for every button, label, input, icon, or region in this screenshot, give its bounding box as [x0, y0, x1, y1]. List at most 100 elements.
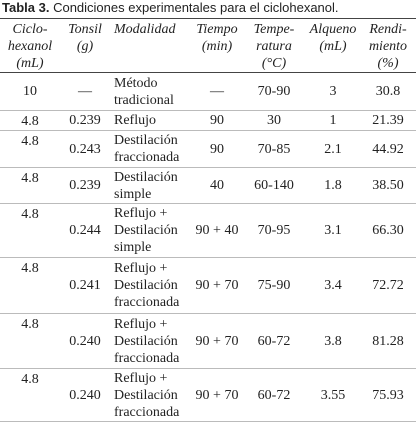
table-cell: 4.8 [0, 257, 60, 314]
cell-line: Ciclo- [12, 22, 48, 37]
table-cell: 3.8 [306, 313, 360, 369]
table-cell: 60-72 [242, 368, 306, 422]
table: Ciclo-hexanol (mL) Tonsil (g) Modalidad Tiemp… [0, 18, 416, 422]
table-cell: 1.8 [306, 167, 360, 204]
table-cell: 90 + 70 [192, 257, 242, 314]
cell-line: (%) [377, 56, 399, 71]
table-cell: 4.8 [0, 313, 60, 369]
caption: Tabla 3. Condiciones experimentales para… [0, 0, 416, 18]
header-cell: Modalidad [110, 18, 192, 73]
cell-line: fraccionada [114, 350, 180, 366]
cell-line: Destilación [114, 223, 178, 238]
table-cell: 4.8 [0, 203, 60, 258]
caption-text: Condiciones experimentales para el ciclo… [53, 0, 339, 15]
table-cell: 40 [192, 167, 242, 204]
table-row: 4.8 0.244 Reflujo + Destilación simple 90 + 4… [0, 203, 416, 258]
cell-line: Destilación [114, 278, 178, 293]
cell-line: Reflujo + [114, 370, 168, 386]
table-cell: 0.239 [60, 110, 110, 131]
table-cell: 4.8 [0, 368, 60, 422]
table-cell: 90 + 40 [192, 203, 242, 258]
caption-label: Tabla 3. [2, 0, 50, 15]
table-cell: 75.93 [360, 368, 416, 422]
table-cell: 70-95 [242, 203, 306, 258]
header-cell: Alqueno (mL) [306, 18, 360, 73]
table-row: 4.8 0.243 Destilación fraccionada 90 70-85 2.1… [0, 130, 416, 168]
cell-line: hexanol [7, 39, 53, 54]
table-cell: 3.55 [306, 368, 360, 422]
table-cell: 10 [0, 72, 60, 111]
table-cell: 60-140 [242, 167, 306, 204]
cell-line: Destilación [114, 133, 178, 148]
table-cell: Reflujo + Destilación fraccionada [110, 313, 192, 369]
cell-line: Reflujo [114, 113, 156, 128]
table-cell: 30.8 [360, 72, 416, 111]
table-cell: 90 + 70 [192, 313, 242, 369]
table-cell: Reflujo + Destilación fraccionada [110, 257, 192, 314]
table-cell: 66.30 [360, 203, 416, 258]
cell-line: (mL) [16, 56, 44, 71]
header-cell: Ciclo-hexanol (mL) [0, 18, 60, 73]
table-cell: 3 [306, 72, 360, 111]
table-row: 10— Método tradicional —70-90 3 30.8 [0, 72, 416, 111]
cell-line: fraccionada [114, 295, 180, 310]
cell-line: (g) [76, 39, 94, 54]
cell-line: Destilación [114, 333, 178, 349]
table-row: 4.8 0.240 Reflujo + Destilación fraccionada 9… [0, 368, 416, 422]
table-cell: — [192, 72, 242, 111]
table-cell: 81.28 [360, 313, 416, 369]
table-cell: Reflujo + Destilación fraccionada [110, 368, 192, 422]
cell-line: fraccionada [114, 150, 180, 165]
cell-line: tradicional [114, 92, 174, 108]
cell-line: Reflujo + [114, 206, 168, 221]
cell-line: miento [368, 39, 408, 54]
cell-line: Destilación [114, 387, 178, 403]
table-cell: 70-85 [242, 130, 306, 168]
header-cell: Tiempo (min) [192, 18, 242, 73]
table-cell: 0.243 [60, 130, 110, 168]
table-cell: 70-90 [242, 72, 306, 111]
header-row: Ciclo-hexanol (mL) Tonsil (g) Modalidad Tiemp… [0, 18, 416, 73]
table-cell: Destilación simple [110, 167, 192, 204]
cell-line: Tempe- [253, 22, 295, 37]
cell-line: ratura [256, 39, 292, 54]
table-cell: 0.239 [60, 167, 110, 204]
header-cell: Tempe-ratura (°C) [242, 18, 306, 73]
table-cell: Destilación fraccionada [110, 130, 192, 168]
table-row: 4.8 0.239 Reflujo 90 30 1 21.39 [0, 110, 416, 131]
table-cell: 90 [192, 110, 242, 131]
cell-line: (mL) [319, 39, 347, 54]
table-cell: Método tradicional [110, 72, 192, 111]
table-cell: 4.8 [0, 167, 60, 204]
table-cell: 30 [242, 110, 306, 131]
table-cell: 3.1 [306, 203, 360, 258]
table-cell: 3.4 [306, 257, 360, 314]
cell-line: Destilación [114, 169, 178, 185]
header-cell: Rendi-miento (%) [360, 18, 416, 73]
header-cell: Tonsil (g) [60, 18, 110, 73]
cell-line: Reflujo + [114, 261, 168, 276]
cell-line: Método [114, 75, 158, 91]
table-row: 4.8 0.240 Reflujo + Destilación fraccionada 9… [0, 313, 416, 369]
table-cell: 21.39 [360, 110, 416, 131]
cell-line: Reflujo + [114, 316, 168, 332]
table-cell: — [60, 72, 110, 111]
table-cell: 4.8 [0, 110, 60, 131]
table-cell: 38.50 [360, 167, 416, 204]
cell-line: (°C) [261, 56, 287, 71]
table-cell: 72.72 [360, 257, 416, 314]
cell-line: (min) [201, 39, 233, 54]
table-row: 4.8 0.241 Reflujo + Destilación fraccionada 9… [0, 257, 416, 314]
table-cell: 75-90 [242, 257, 306, 314]
cell-line: Alqueno [309, 22, 357, 37]
table-body: 10— Método tradicional —70-90 3 30.8 4.8 0.239 R… [0, 72, 416, 422]
table-cell: Reflujo + Destilación simple [110, 203, 192, 258]
table-cell: 0.241 [60, 257, 110, 314]
cell-line: Modalidad [114, 22, 176, 37]
table-cell: 2.1 [306, 130, 360, 168]
table-cell: 0.244 [60, 203, 110, 258]
cell-line: fraccionada [114, 404, 180, 420]
table-cell: Reflujo [110, 110, 192, 131]
table-cell: 0.240 [60, 368, 110, 422]
